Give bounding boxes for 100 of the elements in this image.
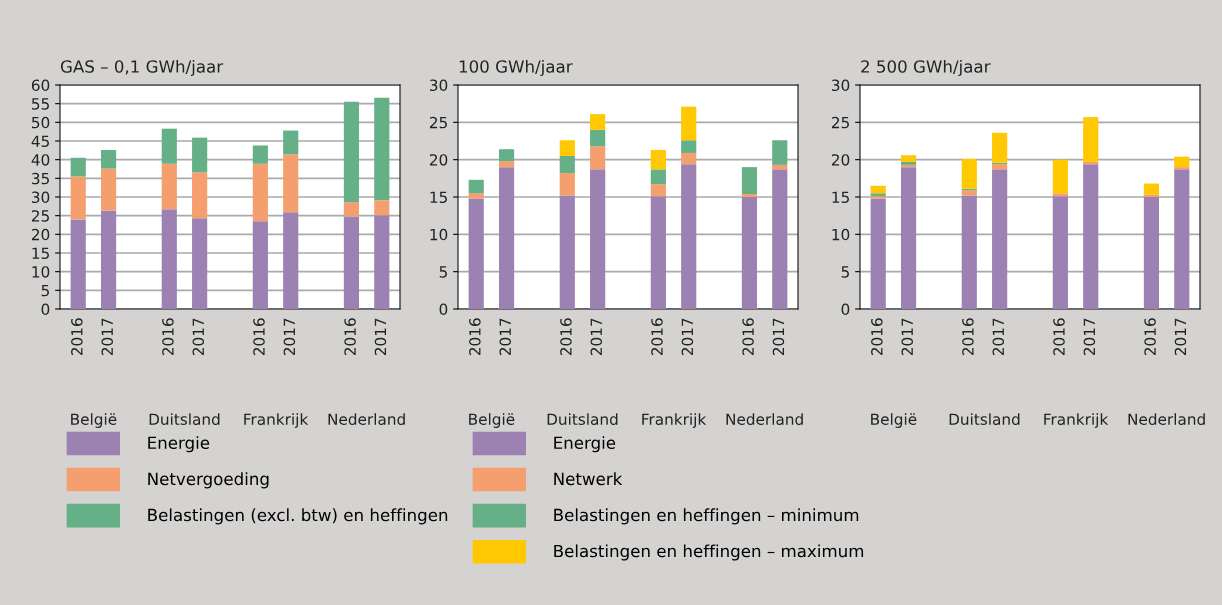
y-tick-label: 20 — [31, 228, 50, 241]
x-tick-label: 2016 — [344, 318, 356, 356]
y-tick-label: 50 — [32, 116, 50, 129]
bar — [559, 173, 575, 196]
y-tick-label: 20 — [429, 154, 448, 166]
bar — [498, 161, 515, 168]
chart-title: 2 500 GWh/jaar — [861, 59, 991, 77]
bar — [650, 196, 666, 309]
legend-label: Netwerk — [554, 472, 623, 486]
bar — [192, 218, 208, 309]
bar — [961, 158, 977, 189]
x-tick-label: 2016 — [560, 318, 572, 356]
bar — [681, 152, 697, 165]
x-tick-label: 2017 — [772, 318, 785, 356]
bar — [559, 140, 575, 156]
bar — [772, 169, 788, 309]
bar — [1143, 183, 1160, 195]
bar — [100, 149, 117, 169]
bar — [100, 168, 117, 211]
legend-label: Belastingen (excl. btw) en heffingen — [148, 508, 448, 525]
bar — [870, 185, 886, 194]
x-tick-label: 2016 — [1144, 318, 1156, 356]
bar — [1083, 164, 1099, 309]
bar — [559, 195, 575, 309]
bar — [343, 101, 360, 203]
x-tick-label: 2017 — [1083, 318, 1096, 356]
chart-title: 100 GWh/jaar — [459, 59, 573, 77]
y-tick-label: 35 — [32, 172, 49, 185]
chart-title: GAS – 0,1 GWh/jaar — [60, 59, 224, 77]
bar — [70, 219, 86, 309]
y-tick-label: 20 — [831, 154, 850, 166]
bar — [1083, 117, 1099, 162]
bar — [992, 169, 1008, 309]
y-tick-label: 25 — [429, 116, 447, 129]
bar — [283, 212, 299, 309]
legend-label: Energie — [554, 436, 616, 453]
text: België — [469, 413, 515, 428]
bar — [252, 163, 268, 222]
bar — [1143, 197, 1160, 309]
bar — [961, 190, 977, 196]
bar — [343, 216, 360, 309]
x-tick-label: 2017 — [374, 318, 387, 356]
bar — [650, 184, 666, 197]
x-tick-label: 2017 — [192, 318, 205, 356]
text: Duitsland — [149, 413, 220, 425]
bar — [900, 167, 917, 309]
bar — [681, 106, 697, 141]
bar — [161, 209, 177, 309]
bar — [741, 194, 758, 197]
bar — [1174, 169, 1190, 309]
bar — [161, 163, 177, 210]
text: Duitsland — [547, 413, 618, 425]
x-tick-label: 2016 — [962, 318, 974, 356]
x-tick-label: 2016 — [162, 318, 174, 356]
bar — [681, 140, 697, 153]
bar — [161, 128, 177, 164]
y-tick-label: 30 — [32, 191, 50, 204]
y-tick-label: 25 — [831, 116, 849, 129]
bar — [498, 167, 515, 309]
bar — [1052, 193, 1068, 197]
bar — [343, 202, 360, 217]
bar — [590, 114, 606, 130]
bar — [961, 195, 977, 309]
bar — [192, 172, 208, 219]
bar — [283, 154, 299, 213]
y-tick-label: 15 — [430, 191, 447, 204]
y-tick-label: 10 — [832, 228, 850, 241]
bar — [559, 155, 575, 174]
legend-label: Netvergoeding — [148, 472, 269, 489]
y-tick-label: 15 — [832, 191, 849, 204]
y-tick-label: 55 — [32, 98, 49, 110]
y-tick-label: 15 — [32, 247, 49, 260]
text: België — [71, 413, 117, 428]
y-tick-label: 0 — [41, 303, 50, 316]
x-tick-label: 2017 — [101, 318, 113, 356]
y-tick-label: 10 — [32, 266, 50, 278]
y-tick-label: 0 — [439, 303, 448, 316]
y-tick-label: 40 — [31, 154, 50, 166]
bar — [100, 210, 117, 309]
bar — [870, 198, 886, 309]
bar — [650, 169, 666, 185]
y-tick-label: 60 — [31, 79, 50, 92]
bar — [252, 221, 268, 309]
text: Frankrijk — [1044, 413, 1109, 428]
text: Duitsland — [949, 413, 1020, 425]
bar — [192, 137, 208, 173]
bar — [772, 140, 788, 165]
bar — [741, 197, 758, 309]
bar — [1052, 196, 1068, 309]
bar — [681, 164, 697, 309]
x-tick-label: 2016 — [651, 318, 663, 356]
bar — [252, 145, 268, 164]
bar — [374, 200, 390, 216]
x-tick-label: 2017 — [499, 318, 511, 356]
y-tick-label: 30 — [430, 79, 448, 92]
bar — [374, 97, 390, 201]
x-tick-label: 2017 — [992, 318, 1005, 356]
x-tick-label: 2017 — [1174, 318, 1187, 356]
text: Frankrijk — [642, 413, 707, 428]
y-tick-label: 5 — [41, 285, 49, 297]
